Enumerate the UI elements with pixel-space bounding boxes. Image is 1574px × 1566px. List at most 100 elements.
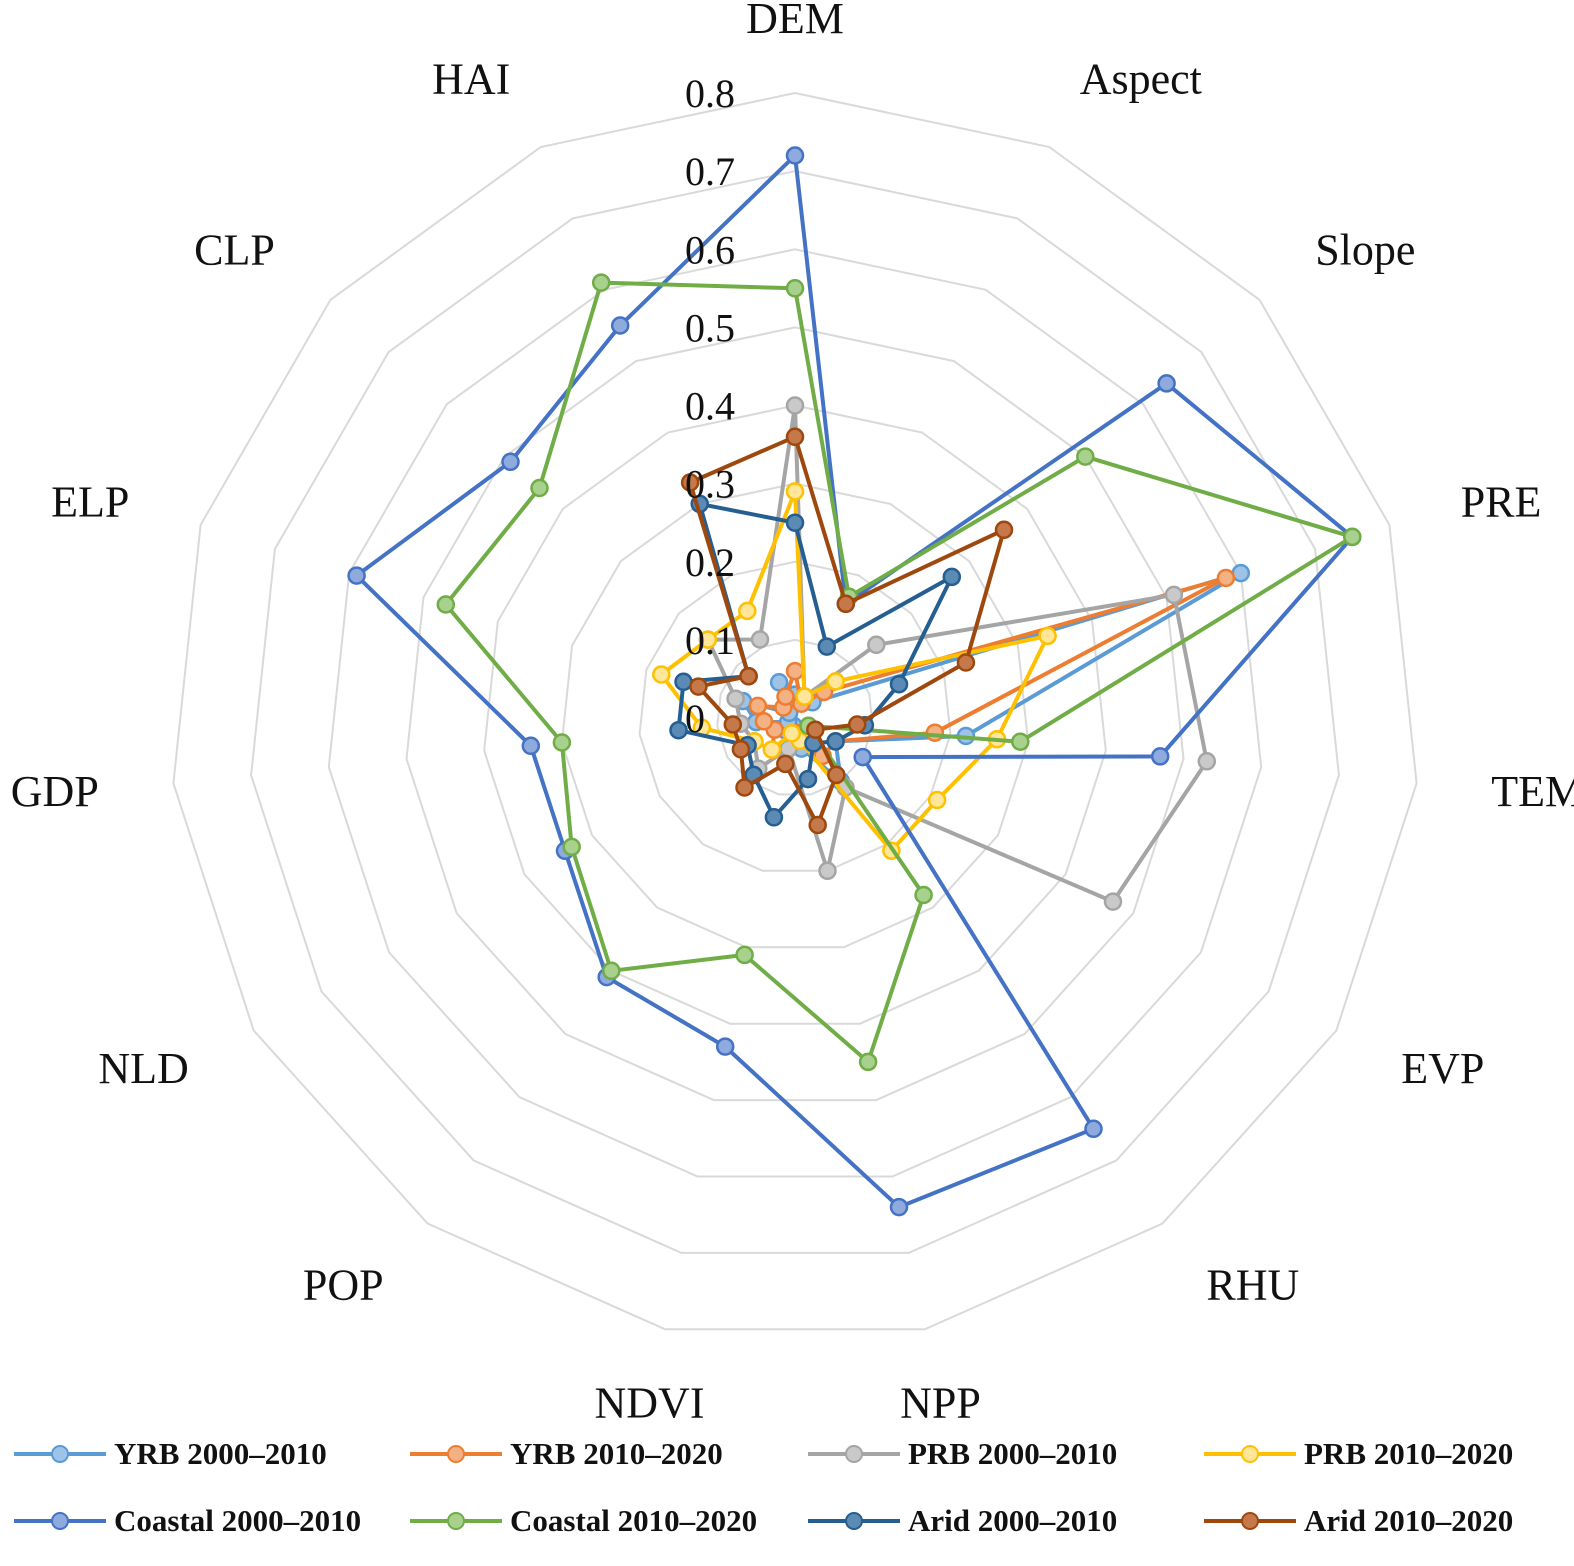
radar-series	[347, 146, 1362, 1217]
point-3-5	[927, 790, 947, 810]
point-7-9	[735, 778, 754, 797]
legend-item-5: Coastal 2010–2020	[410, 1493, 757, 1549]
point-3-13	[698, 630, 718, 649]
point-4-11	[521, 736, 541, 756]
point-4-2	[1157, 374, 1176, 393]
legend-item-4: Coastal 2000–2010	[14, 1493, 361, 1549]
series-line-5	[443, 280, 1355, 1064]
point-1-11	[754, 712, 774, 731]
point-3-12	[652, 665, 671, 684]
legend-label-1: YRB 2010–2020	[510, 1436, 723, 1471]
point-3-1	[795, 687, 814, 706]
legend-label-3: PRB 2010–2020	[1304, 1436, 1514, 1471]
category-label-evp: EVP	[1401, 1044, 1484, 1093]
point-1-0	[785, 661, 805, 681]
category-label-pop: POP	[303, 1260, 384, 1309]
point-6-11	[669, 720, 688, 740]
category-label-elp: ELP	[51, 478, 129, 527]
point-7-10	[731, 740, 751, 759]
category-label-gdp: GDP	[11, 767, 99, 816]
tick-label-4: 0.4	[685, 384, 735, 429]
category-label-slope: Slope	[1315, 226, 1415, 275]
category-label-dem: DEM	[746, 0, 844, 43]
tick-label-6: 0.6	[685, 227, 735, 272]
tick-label-0: 0	[685, 696, 705, 741]
point-7-0	[785, 427, 805, 447]
series-line-6	[676, 501, 954, 820]
point-1-3	[1216, 568, 1236, 588]
point-4-0	[785, 146, 805, 165]
point-5-7	[858, 1052, 878, 1072]
legend-swatch-6	[808, 1511, 900, 1531]
point-5-2	[1076, 447, 1095, 466]
tick-label-1: 0.1	[685, 618, 735, 663]
series-line-7	[688, 434, 1006, 827]
point-7-6	[827, 765, 846, 785]
point-6-2	[942, 567, 962, 587]
point-2-4	[1197, 752, 1217, 771]
point-2-2	[867, 635, 886, 655]
series-5	[436, 273, 1362, 1072]
point-4-14	[610, 316, 630, 335]
point-7-5	[806, 720, 825, 739]
tick-label-3: 0.3	[685, 462, 735, 507]
category-label-npp: NPP	[900, 1379, 981, 1418]
category-label-hai: HAI	[432, 55, 510, 104]
legend-item-2: PRB 2000–2010	[808, 1426, 1117, 1482]
point-7-8	[776, 754, 795, 774]
point-5-4	[1011, 732, 1030, 751]
series-7	[680, 427, 1014, 835]
legend-item-6: Arid 2000–2010	[808, 1493, 1117, 1549]
category-label-pre: PRE	[1461, 478, 1542, 527]
legend-item-3: PRB 2010–2020	[1204, 1426, 1513, 1482]
grid-ring-2	[638, 560, 952, 872]
point-2-3	[1164, 585, 1184, 605]
legend-swatch-2	[808, 1444, 900, 1464]
legend-label-0: YRB 2000–2010	[114, 1436, 327, 1471]
point-4-12	[347, 566, 366, 585]
point-7-4	[847, 715, 867, 734]
legend-swatch-4	[14, 1511, 106, 1531]
point-4-7	[889, 1197, 909, 1217]
point-0-3	[1231, 563, 1251, 583]
point-6-1	[817, 637, 837, 656]
point-3-9	[762, 740, 782, 759]
grid-ring-8	[172, 91, 1418, 1331]
point-5-13	[530, 478, 549, 498]
point-3-2	[826, 672, 845, 691]
grid-ring-7	[250, 170, 1340, 1254]
point-3-8	[782, 724, 802, 743]
point-7-14	[680, 473, 700, 492]
legend-swatch-3	[1204, 1444, 1296, 1464]
point-5-12	[436, 595, 456, 614]
category-label-rhu: RHU	[1206, 1260, 1299, 1309]
point-5-6	[914, 885, 933, 905]
point-3-0	[785, 482, 805, 501]
point-2-14	[750, 630, 770, 649]
legend-label-5: Coastal 2010–2020	[510, 1503, 758, 1538]
category-label-nld: NLD	[98, 1044, 188, 1093]
point-5-11	[552, 733, 572, 752]
point-7-13	[739, 666, 758, 686]
radar-chart: 0 0.1 0.2 0.3 0.4 0.5 0.6 0.7 0.8 DEM Aspect Slope…	[11, 0, 1574, 1418]
legend-label-6: Arid 2000–2010	[908, 1503, 1118, 1538]
tick-label-8: 0.8	[685, 71, 735, 116]
point-5-8	[735, 945, 754, 965]
legend-swatch-0	[14, 1444, 106, 1464]
tick-label-7: 0.7	[685, 149, 735, 194]
grid-ring-4	[483, 404, 1107, 1025]
radial-tick-labels: 0 0.1 0.2 0.3 0.4 0.5 0.6 0.7 0.8	[685, 71, 735, 741]
legend-swatch-5	[410, 1511, 502, 1531]
point-7-3	[956, 653, 976, 672]
tick-label-2: 0.2	[685, 540, 735, 585]
legend-label-4: Coastal 2000–2010	[114, 1503, 362, 1538]
point-3-14	[738, 601, 757, 621]
point-7-11	[723, 715, 743, 734]
point-7-1	[836, 594, 856, 614]
point-2-7	[818, 861, 837, 881]
legend-swatch-7	[1204, 1511, 1296, 1531]
point-5-3	[1343, 527, 1362, 547]
grid-ring-3	[560, 482, 1030, 949]
series-6	[669, 494, 962, 827]
point-6-3	[889, 674, 909, 694]
